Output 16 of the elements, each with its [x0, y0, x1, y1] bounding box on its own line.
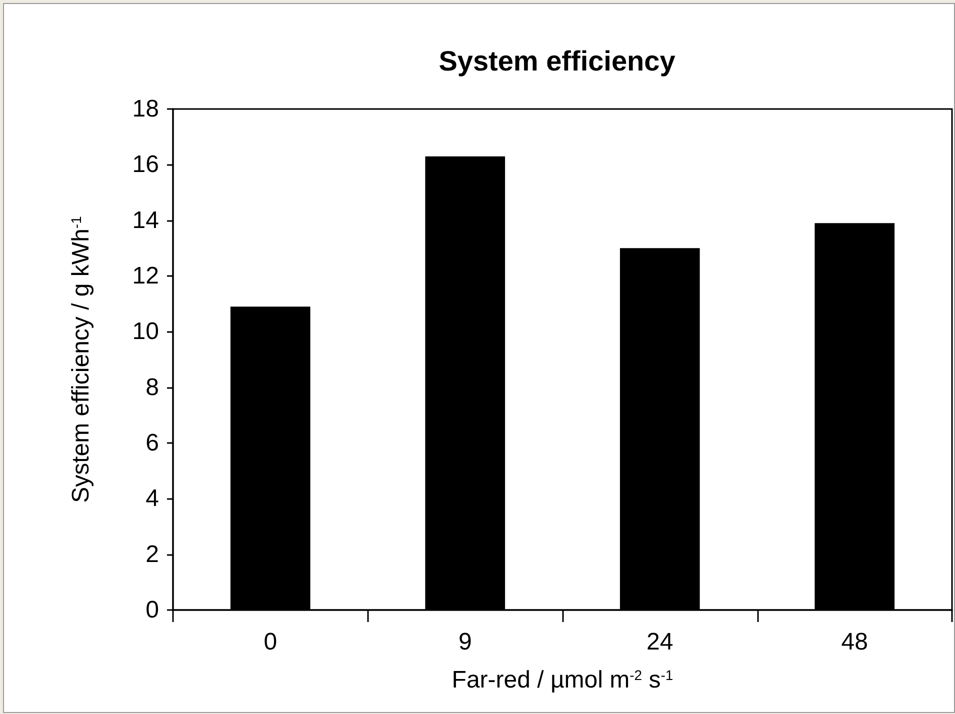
y-tick-label: 2 [146, 540, 159, 568]
y-tick-label: 0 [146, 596, 159, 624]
x-tick-label: 9 [458, 628, 472, 656]
x-tick-label: 48 [841, 628, 868, 656]
y-tick-label: 14 [132, 206, 159, 234]
y-axis-title: System efficiency / g kWh-1 [68, 216, 94, 503]
y-tick-label: 4 [146, 485, 159, 512]
y-tick-label: 8 [146, 374, 159, 401]
y-tick-label: 6 [146, 430, 159, 456]
y-tick-label: 12 [132, 262, 159, 290]
y-tick-label: 16 [132, 151, 159, 178]
x-tick-label: 24 [646, 628, 674, 656]
chart-title: System efficiency [438, 46, 676, 76]
y-tick-label: 18 [132, 96, 159, 122]
x-tick-label: 0 [264, 628, 278, 656]
y-tick-label: 10 [132, 318, 159, 346]
